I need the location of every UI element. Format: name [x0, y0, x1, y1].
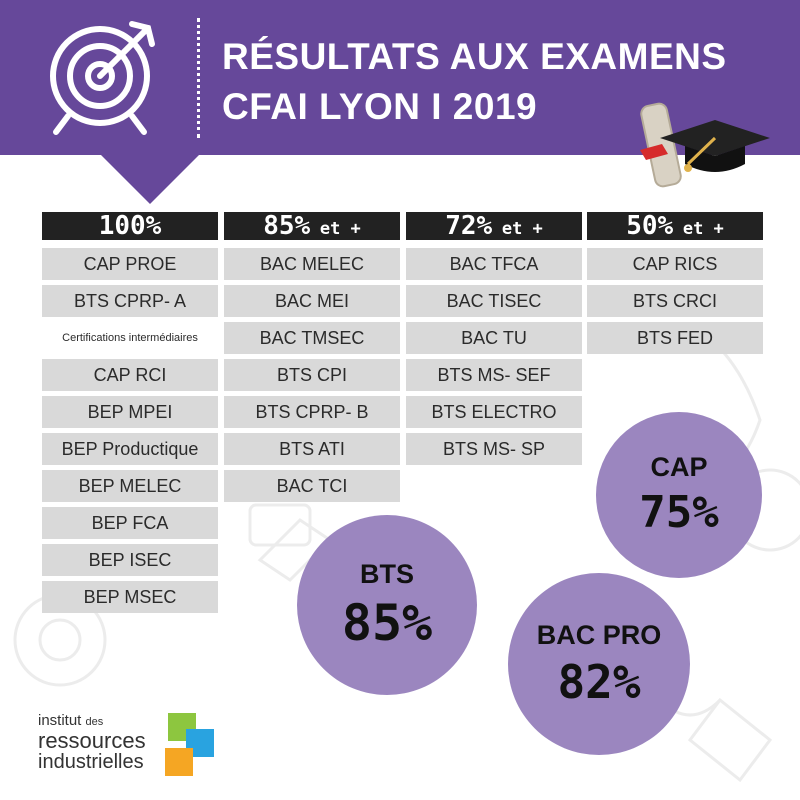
column-percent: 50%	[626, 211, 674, 241]
circle-label: BTS	[360, 558, 414, 589]
list-item: BEP ISEC	[42, 544, 218, 576]
header-divider	[197, 18, 200, 138]
logo-line-2: ressources	[38, 728, 146, 753]
list-item: BTS MS- SEF	[406, 359, 582, 391]
list-item: BTS CPI	[224, 359, 400, 391]
target-icon	[50, 21, 155, 135]
graduation-cap-icon	[640, 102, 770, 188]
column-72: BAC TFCA BAC TISEC BAC TU BTS MS- SEF BT…	[406, 248, 582, 470]
column-percent: 72%	[445, 211, 493, 241]
list-item: BEP MPEI	[42, 396, 218, 428]
list-item: BAC MELEC	[224, 248, 400, 280]
list-item: BTS CPRP- B	[224, 396, 400, 428]
list-item: BTS ELECTRO	[406, 396, 582, 428]
logo-line-1: institut des	[38, 712, 103, 729]
list-item: Certifications intermédiaires	[62, 332, 198, 344]
circle-value: 75%	[639, 487, 719, 538]
list-item: BEP Productique	[42, 433, 218, 465]
logo-square-orange	[165, 748, 193, 776]
column-suffix: et +	[501, 219, 543, 239]
list-item: BTS CRCI	[587, 285, 763, 317]
column-85: BAC MELEC BAC MEI BAC TMSEC BTS CPI BTS …	[224, 248, 400, 507]
list-item: CAP RCI	[42, 359, 218, 391]
bts-result-circle: BTS 85%	[297, 515, 477, 695]
list-item: BAC TFCA	[406, 248, 582, 280]
logo-word: des	[85, 716, 104, 728]
column-percent: 100%	[98, 211, 162, 241]
list-item: BEP MSEC	[42, 581, 218, 613]
column-header-100: 100%	[42, 212, 218, 240]
list-item: BAC MEI	[224, 285, 400, 317]
column-suffix: et +	[319, 219, 361, 239]
page-subtitle: CFAI LYON I 2019	[222, 86, 538, 127]
list-item: BTS CPRP- A	[42, 285, 218, 317]
logo-line-3: industrielles	[38, 751, 144, 773]
column-100: CAP PROE BTS CPRP- A Certifications inte…	[42, 248, 218, 618]
header-notch	[100, 154, 200, 204]
circle-value: 82%	[557, 654, 641, 709]
list-item: CAP RICS	[587, 248, 763, 280]
list-item: BAC TCI	[224, 470, 400, 502]
column-header-85: 85% et +	[224, 212, 400, 240]
logo-word: institut	[38, 712, 82, 729]
column-header-50: 50% et +	[587, 212, 763, 240]
list-item: BTS MS- SP	[406, 433, 582, 465]
list-item: BEP MELEC	[42, 470, 218, 502]
list-item: BAC TU	[406, 322, 582, 354]
list-item: BTS ATI	[224, 433, 400, 465]
list-item: BTS FED	[587, 322, 763, 354]
column-percent: 85%	[263, 211, 311, 241]
circle-label: BAC PRO	[536, 619, 662, 650]
list-item: BAC TMSEC	[224, 322, 400, 354]
list-item: BEP FCA	[42, 507, 218, 539]
list-item: BAC TISEC	[406, 285, 582, 317]
circle-label: CAP	[650, 452, 708, 482]
bac-pro-result-circle: BAC PRO 82%	[508, 573, 690, 755]
column-50: CAP RICS BTS CRCI BTS FED	[587, 248, 763, 359]
page-title: RÉSULTATS AUX EXAMENS	[222, 36, 727, 77]
column-suffix: et +	[682, 219, 724, 239]
cap-result-circle: CAP 75%	[596, 412, 762, 578]
list-item: CAP PROE	[42, 248, 218, 280]
circle-value: 85%	[341, 593, 433, 652]
column-header-72: 72% et +	[406, 212, 582, 240]
